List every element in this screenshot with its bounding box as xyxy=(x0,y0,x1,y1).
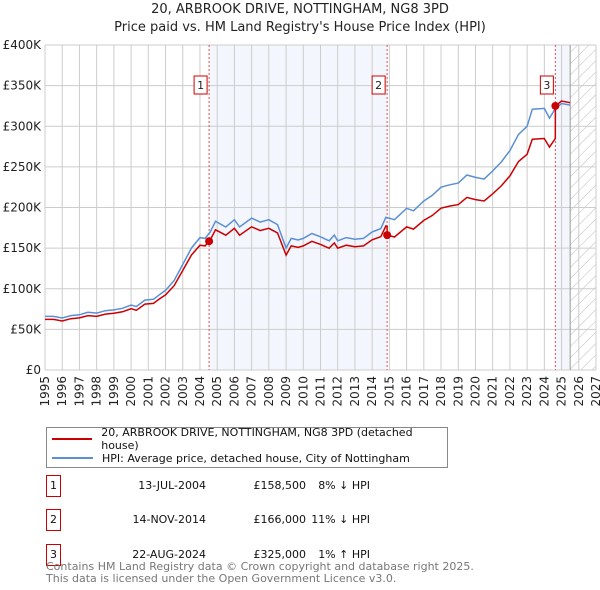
y-tick-label: £0 xyxy=(26,363,41,377)
x-tick-label: 1999 xyxy=(107,376,121,407)
sale-price: £158,500 xyxy=(253,479,307,492)
sale-date: 13-JUL-2004 xyxy=(138,479,206,492)
legend-item-hpi: HPI: Average price, detached house, City… xyxy=(47,450,410,466)
x-tick-label: 2016 xyxy=(400,376,414,407)
x-tick-label: 2023 xyxy=(520,376,534,407)
sale-row: 3 22-AUG-2024 £325,000 1% ↑ HPI xyxy=(46,544,600,566)
y-tick-label: £250K xyxy=(3,160,43,174)
x-tick-label: 2015 xyxy=(382,376,396,407)
sale-date: 14-NOV-2014 xyxy=(132,513,206,526)
x-tick-label: 2020 xyxy=(468,376,482,407)
y-tick-label: £200K xyxy=(3,201,43,215)
sale-marker-number: 3 xyxy=(543,79,550,92)
y-tick-label: £400K xyxy=(3,38,43,52)
chart-subtitle: Price paid vs. HM Land Registry's House … xyxy=(114,20,486,35)
sale-hpi-diff: 11% ↓ HPI xyxy=(311,513,370,526)
x-tick-label: 2026 xyxy=(572,376,586,407)
y-tick-label: £100K xyxy=(3,282,43,296)
sale-marker-label: 1 xyxy=(46,475,61,497)
y-tick-label: £350K xyxy=(3,79,43,93)
chart-title: 20, ARBROOK DRIVE, NOTTINGHAM, NG8 3PD xyxy=(151,2,449,17)
y-tick-label: £150K xyxy=(3,241,43,255)
x-tick-label: 2017 xyxy=(417,376,431,407)
x-tick-label: 2021 xyxy=(486,376,500,407)
x-tick-label: 2007 xyxy=(245,376,259,407)
legend: 20, ARBROOK DRIVE, NOTTINGHAM, NG8 3PD (… xyxy=(46,426,448,468)
sale-marker-box xyxy=(539,75,554,95)
x-tick-label: 1997 xyxy=(72,376,86,407)
footer-copyright: Contains HM Land Registry data © Crown c… xyxy=(46,560,474,573)
x-tick-label: 1996 xyxy=(55,376,69,407)
hpi-line xyxy=(45,102,571,319)
footer-licence: This data is licensed under the Open Gov… xyxy=(46,572,397,585)
x-tick-label: 2009 xyxy=(279,376,293,407)
sale-point xyxy=(551,101,560,110)
sale-marker-number: 2 xyxy=(375,79,382,92)
x-tick-label: 2010 xyxy=(296,376,310,407)
x-tick-label: 2001 xyxy=(141,376,155,407)
x-tick-label: 2004 xyxy=(193,376,207,407)
plot-area: £0 £50K £100K £150K £200K £250K £300K £350K £400… xyxy=(3,38,600,407)
sale-date: 22-AUG-2024 xyxy=(132,548,206,561)
x-tick-label: 2027 xyxy=(589,376,600,407)
sale-point xyxy=(383,231,392,240)
x-tick-label: 2012 xyxy=(331,376,345,407)
x-tick-label: 2011 xyxy=(314,376,328,407)
x-tick-label: 2002 xyxy=(159,376,173,407)
sale-point xyxy=(205,237,214,246)
x-tick-label: 2022 xyxy=(503,376,517,407)
sale-marker-label: 2 xyxy=(46,509,61,531)
sale-price: £166,000 xyxy=(253,513,307,526)
sale-marker-label: 3 xyxy=(46,544,61,566)
sale-hpi-diff: 8% ↓ HPI xyxy=(318,479,370,492)
x-tick-label: 2003 xyxy=(176,376,190,407)
sale-marker-box xyxy=(371,75,386,95)
sale-price: £325,000 xyxy=(253,548,307,561)
legend-swatch-blue xyxy=(52,457,93,459)
legend-label: HPI: Average price, detached house, City… xyxy=(102,451,410,465)
legend-swatch-red xyxy=(52,438,93,440)
sale-row: 2 14-NOV-2014 £166,000 11% ↓ HPI xyxy=(46,509,600,531)
legend-label: 20, ARBROOK DRIVE, NOTTINGHAM, NG8 3PD (… xyxy=(101,426,413,452)
x-tick-label: 2008 xyxy=(262,376,276,407)
x-tick-label: 2013 xyxy=(348,376,362,407)
x-tick-label: 2000 xyxy=(124,376,138,407)
sale-marker-number: 1 xyxy=(197,79,204,92)
x-tick-label: 1995 xyxy=(38,376,52,407)
property-price-line xyxy=(45,100,571,322)
sale-marker-box xyxy=(193,75,208,95)
x-tick-label: 2019 xyxy=(451,376,465,407)
sale-hpi-diff: 1% ↑ HPI xyxy=(318,548,370,561)
y-tick-label: £50K xyxy=(10,322,42,336)
x-tick-label: 2024 xyxy=(537,376,551,407)
x-tick-label: 2006 xyxy=(227,376,241,407)
x-tick-label: 1998 xyxy=(90,376,104,407)
x-tick-label: 2005 xyxy=(210,376,224,407)
x-tick-label: 2025 xyxy=(555,376,569,407)
y-tick-label: £300K xyxy=(3,119,43,133)
legend-item-property: 20, ARBROOK DRIVE, NOTTINGHAM, NG8 3PD (… xyxy=(47,426,447,452)
x-tick-label: 2014 xyxy=(365,376,379,407)
x-tick-label: 2018 xyxy=(434,376,448,407)
sale-row: 1 13-JUL-2004 £158,500 8% ↓ HPI xyxy=(46,475,600,497)
